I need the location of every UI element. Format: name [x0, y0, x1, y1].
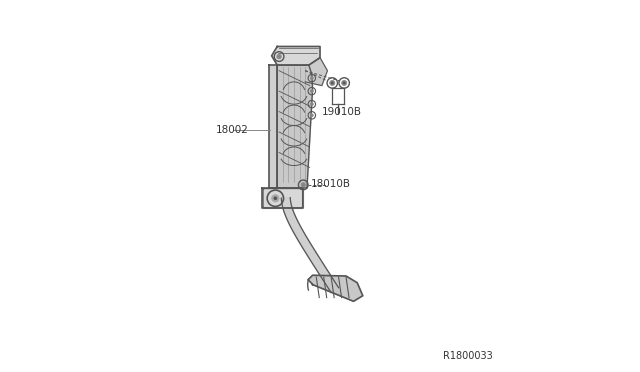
Polygon shape — [305, 58, 328, 86]
Circle shape — [274, 197, 277, 200]
Circle shape — [343, 82, 346, 84]
Text: 18010B: 18010B — [310, 179, 351, 189]
Text: R1800033: R1800033 — [444, 351, 493, 361]
Polygon shape — [269, 65, 277, 188]
Text: 19010B: 19010B — [322, 107, 362, 117]
Polygon shape — [262, 188, 303, 208]
Polygon shape — [277, 65, 312, 188]
Polygon shape — [271, 46, 320, 65]
Circle shape — [342, 80, 347, 86]
Circle shape — [277, 54, 282, 59]
Circle shape — [310, 90, 314, 93]
Circle shape — [271, 195, 279, 202]
Circle shape — [301, 183, 305, 187]
Circle shape — [310, 103, 314, 106]
Polygon shape — [282, 198, 339, 292]
Circle shape — [310, 114, 314, 117]
Circle shape — [330, 80, 335, 86]
Circle shape — [331, 82, 333, 84]
Polygon shape — [308, 275, 363, 301]
Text: 18002: 18002 — [216, 125, 249, 135]
Circle shape — [310, 77, 314, 80]
